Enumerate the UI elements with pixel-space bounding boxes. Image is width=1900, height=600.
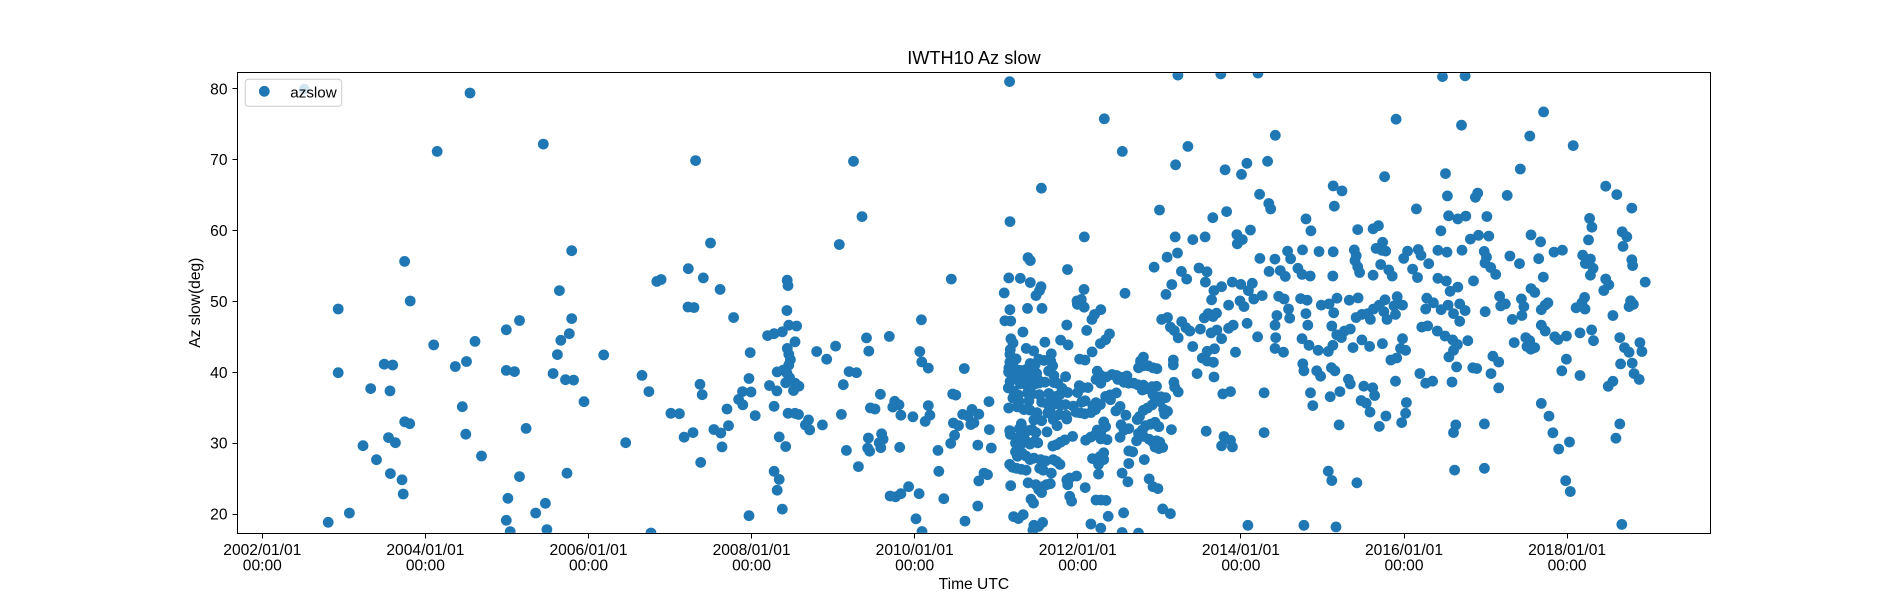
svg-text:00:00: 00:00 xyxy=(406,558,445,575)
svg-text:2006/01/01: 2006/01/01 xyxy=(549,542,627,559)
svg-text:80: 80 xyxy=(210,81,228,98)
svg-text:Az slow(deg): Az slow(deg) xyxy=(187,258,204,348)
svg-text:00:00: 00:00 xyxy=(1221,558,1260,575)
svg-text:2002/01/01: 2002/01/01 xyxy=(223,542,301,559)
svg-text:Time UTC: Time UTC xyxy=(939,576,1009,593)
svg-text:30: 30 xyxy=(210,436,228,453)
svg-text:2018/01/01: 2018/01/01 xyxy=(1528,542,1606,559)
svg-text:50: 50 xyxy=(210,294,228,311)
svg-text:2004/01/01: 2004/01/01 xyxy=(386,542,464,559)
svg-text:2012/01/01: 2012/01/01 xyxy=(1039,542,1117,559)
svg-text:00:00: 00:00 xyxy=(895,558,934,575)
svg-text:2008/01/01: 2008/01/01 xyxy=(713,542,791,559)
svg-text:00:00: 00:00 xyxy=(243,558,282,575)
svg-text:2014/01/01: 2014/01/01 xyxy=(1202,542,1280,559)
svg-text:00:00: 00:00 xyxy=(1548,558,1587,575)
svg-text:70: 70 xyxy=(210,152,228,169)
svg-text:azslow: azslow xyxy=(290,84,336,101)
svg-text:40: 40 xyxy=(210,365,228,382)
svg-text:00:00: 00:00 xyxy=(732,558,771,575)
svg-text:IWTH10 Az slow: IWTH10 Az slow xyxy=(907,48,1041,68)
svg-text:00:00: 00:00 xyxy=(569,558,608,575)
svg-text:60: 60 xyxy=(210,223,228,240)
svg-text:00:00: 00:00 xyxy=(1058,558,1097,575)
svg-text:00:00: 00:00 xyxy=(1384,558,1423,575)
svg-text:20: 20 xyxy=(210,507,228,524)
svg-text:2016/01/01: 2016/01/01 xyxy=(1365,542,1443,559)
svg-text:2010/01/01: 2010/01/01 xyxy=(876,542,954,559)
